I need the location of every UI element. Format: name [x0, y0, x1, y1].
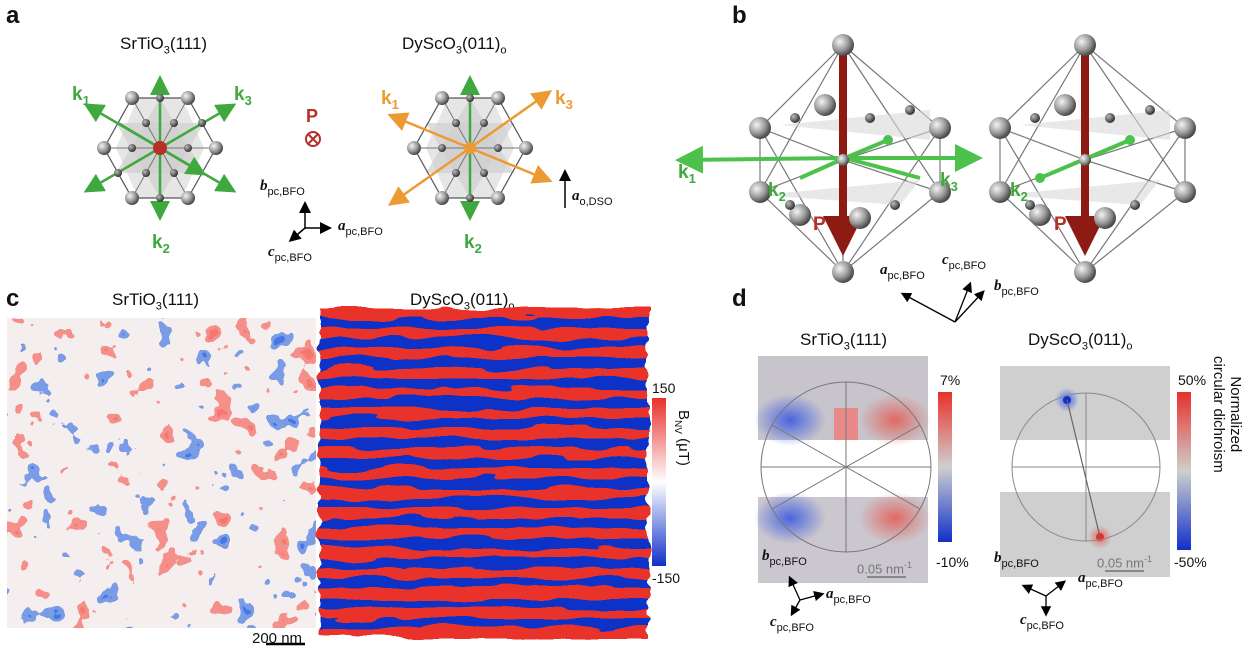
panel-d-sto-axis-a: apc,BFO [826, 586, 871, 606]
panel-a-P-label: P [306, 106, 319, 126]
panel-a-dso-title: DyScO3(011)o [402, 34, 507, 57]
panel-d-sto-axis-c: cpc,BFO [770, 614, 814, 634]
panel-b-k1-label: k1 [678, 162, 696, 186]
panel-a-axis-b-label: bpc,BFO [260, 178, 305, 198]
panel-c-sto-magnetic-map [7, 318, 316, 628]
panel-b-right-P-label: P [1054, 214, 1067, 235]
panel-d-cb2-min: -50% [1174, 554, 1207, 570]
panel-label-b: b [732, 2, 747, 29]
panel-d-cb2-label: Normalized circular dichroism [1210, 356, 1244, 473]
panel-a-dso-k2-label: k2 [464, 232, 482, 256]
panel-label-d: d [732, 285, 747, 312]
panel-d-sto-title: SrTiO3(111) [800, 330, 888, 353]
panel-b-axis-c-label: cpc,BFO [942, 252, 986, 272]
panel-b-axis-b-label: bpc,BFO [994, 278, 1039, 298]
panel-d-scale-sto: 0.05 nm-1 [857, 560, 912, 577]
scale-bar-label: 200 nm [252, 630, 303, 647]
colorbar-min-label: -150 [652, 570, 681, 586]
panel-d-cb1-min: -10% [936, 554, 969, 570]
panel-a-axis-ao-label: ao,DSO [572, 188, 613, 208]
panel-a-axis-c-label: cpc,BFO [268, 244, 312, 264]
panel-d-sto-axis-b: bpc,BFO [762, 548, 807, 568]
panel-d-cb2-max: 50% [1178, 372, 1207, 388]
panel-a-axis-a-label: apc,BFO [338, 218, 383, 238]
colorbar-max-label: 150 [652, 380, 676, 396]
panel-a-dso-k3-label: k3 [555, 88, 573, 112]
panel-c-dso-magnetic-map [319, 308, 648, 638]
panel-a-dso-k1-label: k1 [381, 88, 399, 112]
panel-b-k3-label: k3 [940, 170, 958, 194]
panel-c-sto-title: SrTiO3(111) [112, 290, 200, 313]
panel-d-dso-axis-b: bpc,BFO [994, 550, 1039, 570]
panel-d-cb1-max: 7% [940, 372, 961, 388]
panel-a-k2-label: k2 [152, 232, 170, 256]
panel-d-dso-title: DyScO3(011)o [1028, 330, 1133, 353]
panel-a-sto-title: SrTiO3(111) [120, 34, 208, 57]
panel-label-a: a [6, 2, 20, 29]
panel-d-scale-dso: 0.05 nm-1 [1097, 554, 1152, 571]
panel-label-c: c [6, 285, 20, 312]
panel-b-right-k2-label: k2 [1010, 180, 1028, 204]
panel-b-axis-a-label: apc,BFO [880, 262, 925, 282]
panel-d-dso-axis-a: apc,BFO [1078, 570, 1123, 590]
panel-b-k2-label: k2 [768, 180, 786, 204]
panel-a-k3-label: k3 [234, 84, 252, 108]
panel-a-k1-label: k1 [72, 84, 90, 108]
panel-c-dso-title: DyScO3(011)o [410, 290, 515, 313]
panel-b-P-label: P [813, 214, 826, 235]
panel-d-dso-axis-c: cpc,BFO [1020, 612, 1064, 632]
